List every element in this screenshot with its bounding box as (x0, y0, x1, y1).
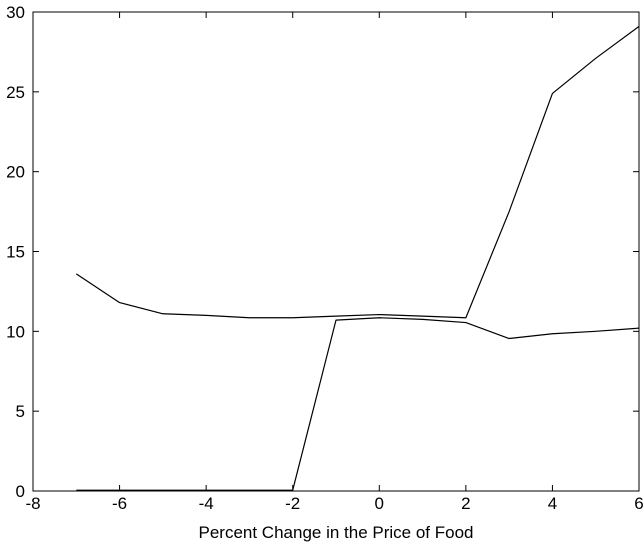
series-line-2 (76, 317, 640, 491)
x-tick-label: -2 (285, 494, 300, 513)
y-tick-label: 10 (6, 322, 25, 341)
y-tick-label: 20 (6, 163, 25, 182)
x-tick-label: 0 (375, 494, 384, 513)
series-line-1 (75, 25, 640, 319)
y-tick-label: 30 (6, 3, 25, 22)
x-tick-label: -4 (199, 494, 214, 513)
x-tick-label: -8 (25, 494, 40, 513)
plot-frame (32, 11, 640, 492)
y-tick-label: 25 (6, 83, 25, 102)
x-tick-label: 4 (548, 494, 557, 513)
ticks-layer: -8 -6 -4 -2 0 2 4 6 0 5 10 15 20 25 30 (6, 3, 644, 513)
x-tick-label: 2 (461, 494, 470, 513)
x-tick-label: 6 (634, 494, 643, 513)
y-tick-label: 5 (16, 402, 25, 421)
x-tick-label: -6 (112, 494, 127, 513)
y-tick-label: 0 (16, 482, 25, 501)
x-axis-label: Percent Change in the Price of Food (199, 523, 474, 542)
series-layer (75, 25, 640, 491)
y-tick-label: 15 (6, 243, 25, 262)
